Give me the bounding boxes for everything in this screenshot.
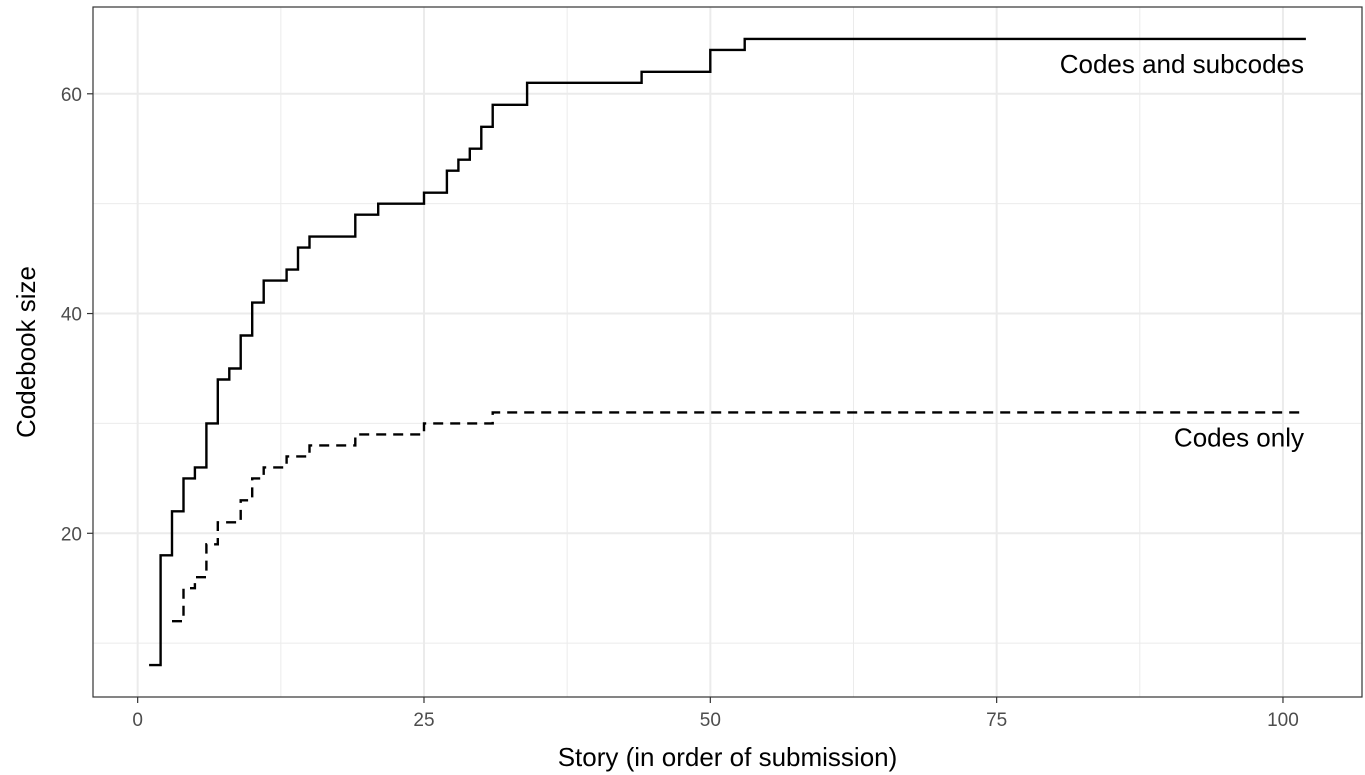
x-axis-title: Story (in order of submission) (558, 742, 898, 772)
y-axis-title: Codebook size (11, 266, 41, 438)
series-label-codes-and-subcodes: Codes and subcodes (1060, 49, 1304, 79)
panel-border (92, 6, 1363, 698)
x-tick-label: 50 (700, 710, 721, 731)
y-tick-label: 40 (61, 305, 82, 326)
series-lines (149, 37, 1306, 667)
series-line-codes-only (172, 411, 1306, 623)
series-label-codes-only: Codes only (1174, 422, 1304, 452)
y-tick-label: 60 (61, 85, 82, 106)
x-tick-label: 75 (986, 710, 1007, 731)
series-labels: Codes and subcodes Codes only (1060, 49, 1304, 453)
axes: 0 25 50 75 100 20 40 60 (61, 85, 1299, 731)
x-tick-label: 25 (413, 710, 434, 731)
y-tick-label: 20 (61, 524, 82, 545)
series-line-codes-and-subcodes (149, 37, 1306, 667)
x-tick-label: 0 (132, 710, 143, 731)
grid (93, 7, 1362, 697)
x-tick-label: 100 (1267, 710, 1299, 731)
